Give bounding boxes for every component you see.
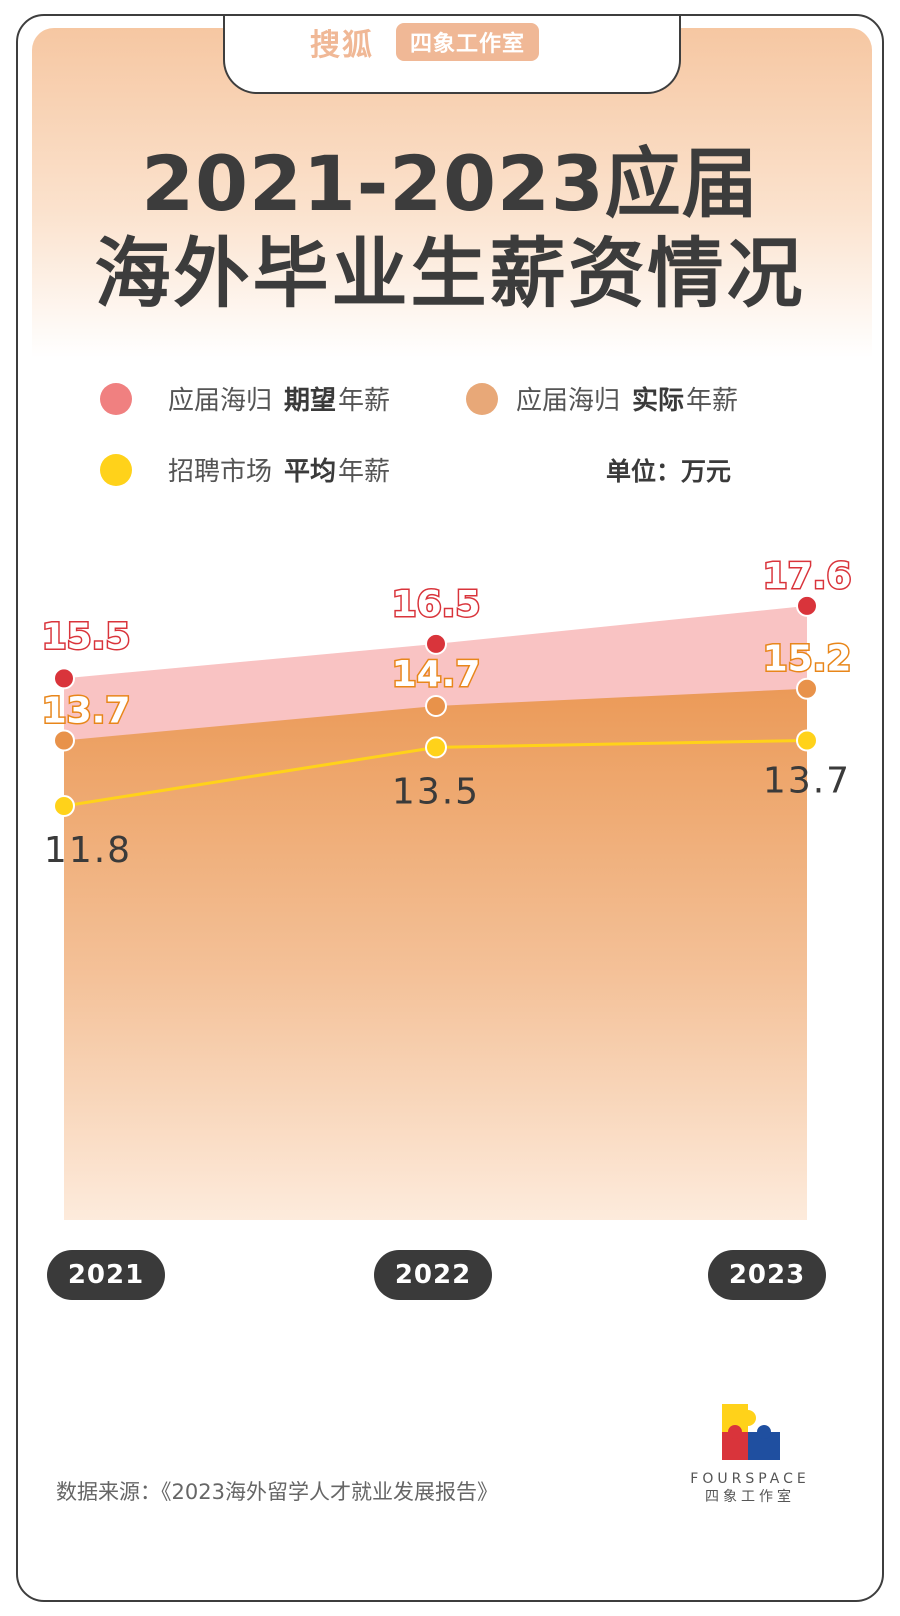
unit-label: 单位：万元: [606, 457, 732, 486]
expected-label-2022: 16.5: [392, 584, 481, 625]
actual-label-2023: 15.2: [763, 639, 852, 680]
legend-average-swatch: [100, 453, 132, 486]
actual-point-2023: [796, 677, 818, 700]
page-title-line1: 2021-2023应届: [141, 139, 759, 228]
legend-expected-prefix: 应届海归: [168, 386, 273, 416]
legend-actual-prefix: 应届海归: [516, 386, 621, 416]
actual-point-2021: [53, 729, 75, 752]
puzzle-logo-icon: [722, 1404, 780, 1460]
actual-label-2021: 13.7: [42, 690, 131, 731]
brand-bar: 搜狐 四象工作室: [310, 22, 540, 63]
actual-area: [64, 688, 807, 1220]
legend-average-prefix: 招聘市场: [168, 457, 273, 487]
average-label-2023: 13.7: [763, 760, 851, 801]
legend-actual-suffix: 年薪: [686, 386, 739, 416]
page-title-line2: 海外毕业生薪资情况: [94, 229, 806, 318]
logo-line1: FOURSPACE: [690, 1471, 810, 1487]
sohu-logo: 搜狐: [310, 28, 374, 63]
expected-point-2021: [53, 667, 75, 690]
studio-tag: 四象工作室: [396, 23, 540, 61]
legend-average-suffix: 年薪: [338, 457, 391, 487]
average-point-2022: [425, 736, 447, 759]
legend-actual-swatch: [466, 382, 498, 415]
legend-expected-bold: 期望: [284, 386, 337, 416]
year-label-2023: 2023: [708, 1250, 826, 1300]
expected-point-2023: [796, 594, 818, 617]
legend-actual: 应届海归 实际 年薪: [466, 380, 738, 417]
legend-actual-bold: 实际: [632, 386, 685, 416]
legend-expected-suffix: 年薪: [338, 386, 391, 416]
legend-average-bold: 平均: [284, 457, 337, 487]
year-label-2022: 2022: [374, 1250, 492, 1300]
average-label-2021: 11.8: [44, 830, 132, 871]
data-source: 数据来源：《2023海外留学人才就业发展报告》: [56, 1480, 498, 1504]
actual-point-2022: [425, 694, 447, 717]
fourspace-logo-text: FOURSPACE 四象工作室: [680, 1470, 820, 1506]
legend-average: 招聘市场 平均 年薪: [100, 451, 390, 488]
expected-label-2021: 15.5: [42, 616, 131, 657]
logo-line2: 四象工作室: [705, 1489, 795, 1505]
year-label-2021: 2021: [47, 1250, 165, 1300]
average-label-2022: 13.5: [392, 771, 480, 812]
average-point-2023: [796, 729, 818, 752]
expected-point-2022: [425, 632, 447, 655]
actual-label-2022: 14.7: [392, 654, 481, 695]
legend-expected-swatch: [100, 382, 132, 415]
average-point-2021: [53, 795, 75, 817]
legend-expected: 应届海归 期望 年薪: [100, 380, 390, 417]
expected-label-2023: 17.6: [763, 556, 852, 597]
fourspace-logo: FOURSPACE 四象工作室: [680, 1398, 820, 1508]
